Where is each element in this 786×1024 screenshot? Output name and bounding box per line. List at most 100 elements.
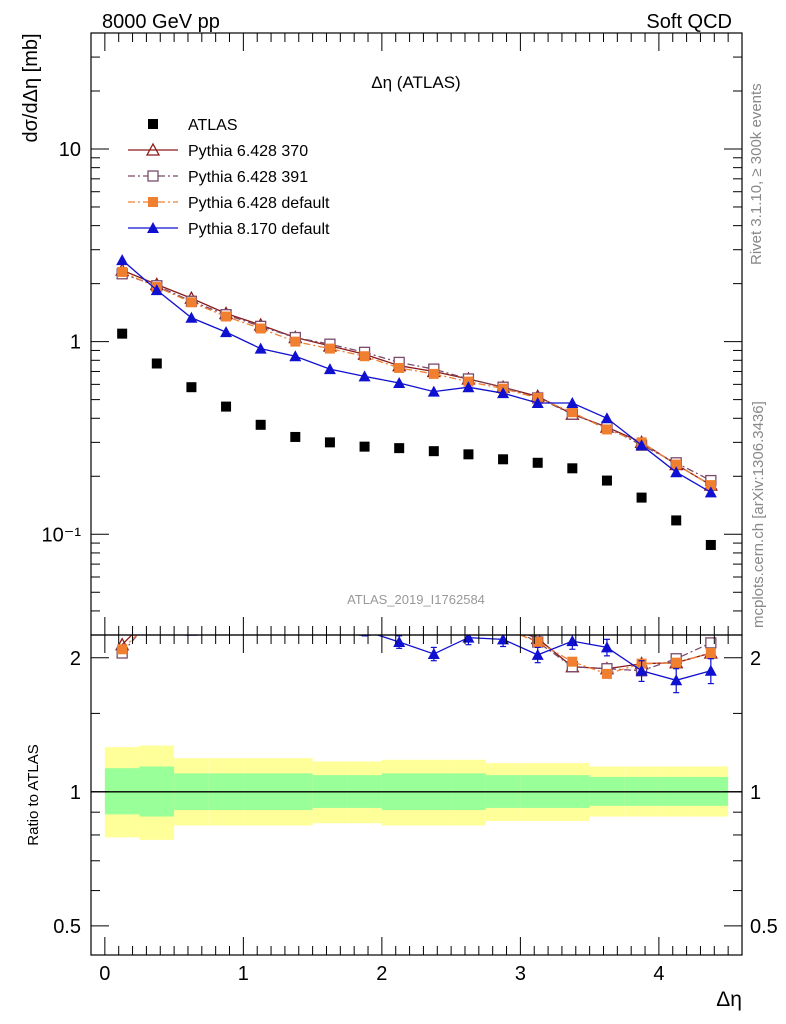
y-axis-label-main: dσ/dΔη [mb] [20,33,42,142]
ratio-point [429,608,439,618]
data-point [671,459,682,470]
ratio-line-1 [121,635,712,670]
data-point [567,463,578,474]
data-point [394,362,405,373]
ratio-point [360,569,370,579]
ratio-y-tick-label-right: 0.5 [750,916,778,938]
ratio-y-tick-label: 0.5 [53,916,81,938]
ratio-point [256,564,266,574]
data-point [359,441,370,452]
ratio-point [359,572,371,583]
ratio-y-tick-label: 1 [70,782,81,804]
ratio-point [462,612,474,623]
y-tick-label: 10 [59,139,81,161]
data-point [463,449,474,460]
legend-item: Pythia 8.170 default [128,221,330,238]
collision-label: 8000 GeV pp [102,11,220,33]
data-point [358,370,371,382]
y-tick-label: 10⁻¹ [42,524,82,546]
ratio-point [290,557,300,567]
ratio-point [220,614,232,625]
ratio-point [671,657,682,668]
data-point [220,326,233,338]
ratio-point [186,588,196,598]
ratio-point [255,555,267,566]
data-point [290,336,301,347]
ratio-point [255,609,267,620]
data-point [566,397,579,409]
ratio-point [705,637,717,649]
series-line-2 [121,273,712,482]
data-point [600,412,613,424]
data-point [601,424,612,435]
x-tick-label: 2 [376,963,387,985]
ratio-point [151,603,163,614]
series-line-1 [121,269,712,486]
ratio-point [393,636,406,648]
ratio-point [289,600,301,611]
ratio-point [290,566,300,576]
legend-label: Pythia 8.170 default [188,221,330,238]
data-point [531,397,544,409]
data-point [705,480,716,491]
ratio-point [360,578,370,588]
ratio-point [117,644,128,655]
ratio-point [116,617,128,628]
data-point [428,446,439,457]
legend-item: Pythia 6.428 391 [128,169,308,186]
ratio-point [670,674,683,686]
analysis-id: ATLAS_2019_I1762584 [347,592,485,607]
data-point [394,443,405,454]
legend-marker [145,142,161,156]
data-point [359,351,370,362]
ratio-point [705,648,716,659]
data-point [185,311,198,323]
ratio-point [151,619,163,630]
data-point [532,457,543,468]
ratio-point [152,607,162,617]
data-point [393,376,406,388]
data-point [289,350,302,362]
data-point [254,342,267,354]
data-point [670,466,683,478]
main-plot: 10 1 10⁻¹ [42,32,743,636]
ratio-point [256,559,266,569]
ratio-point [358,635,371,636]
ratio-point [221,579,231,589]
ratio-point [324,563,336,574]
data-point [150,284,163,296]
ratio-line-4 [375,635,712,681]
data-point [324,437,335,448]
ratio-point [185,635,198,636]
ratio-point [325,560,335,570]
data-point [323,363,336,375]
data-point [635,439,648,451]
x-tick-label: 1 [238,963,249,985]
data-point [186,297,197,308]
data-point [497,387,510,399]
ratio-point [635,664,648,676]
ratio-point [324,616,336,627]
ratio-point [427,647,440,659]
x-tick-label: 0 [99,963,110,985]
series-line-4 [121,259,712,493]
data-point [324,343,335,354]
data-point [705,539,716,550]
plot-title: Δη (ATLAS) [371,73,460,92]
ratio-plot: 2 2 1 1 0.5 0.5 0 1 2 3 4 [53,555,778,985]
legend-marker [147,222,159,233]
x-tick-label: 3 [515,963,526,985]
legend-item: ATLAS [148,117,238,134]
ratio-point [600,641,613,653]
ratio-point [220,571,232,582]
y-tick-label: 1 [70,332,81,354]
legend-marker [147,170,159,182]
ratio-point [567,656,578,667]
legend-label: Pythia 6.428 391 [188,169,308,186]
ratio-point [221,574,231,584]
ratio-point [497,619,509,630]
legend-label: ATLAS [188,117,238,134]
x-tick-label: 4 [653,963,664,985]
ratio-point [462,635,475,643]
